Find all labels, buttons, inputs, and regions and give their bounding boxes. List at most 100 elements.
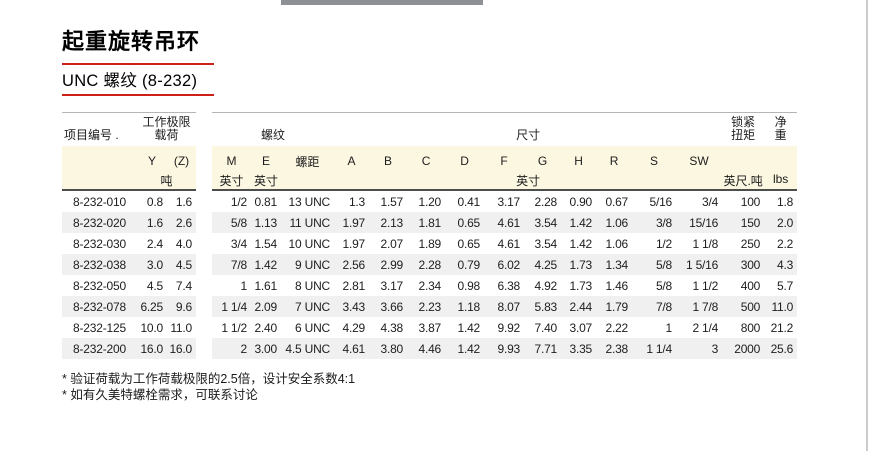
data-cell: 3/4 <box>230 236 248 251</box>
header-locking-torque: 锁紧 扭矩 <box>722 112 765 146</box>
header-net-weight: 净重 <box>764 112 798 146</box>
data-cell: 1.6 <box>137 212 167 233</box>
data-cell: 11.0 <box>170 320 193 335</box>
col-header-E: E <box>251 146 282 172</box>
data-cell: 4.29 <box>342 320 366 335</box>
col-header-G: G <box>524 146 562 172</box>
data-cell: 7.71 <box>524 338 562 359</box>
col-header-B: B <box>369 146 408 172</box>
data-cell: 1/2 <box>230 194 248 209</box>
item-code-cell: 8-232-038 <box>62 254 137 275</box>
data-cell: 5/8 <box>655 278 673 293</box>
data-cell: 1.6 <box>175 194 193 209</box>
data-cell: 2.81 <box>342 278 366 293</box>
col-header-Z: (Z) <box>167 146 197 172</box>
data-cell: 7/8 <box>212 254 252 275</box>
data-cell: 2.99 <box>369 254 408 275</box>
data-cell: 6.02 <box>484 254 525 275</box>
column-spacer <box>196 112 213 191</box>
letter-cell-empty <box>62 146 137 172</box>
unit-cell-empty <box>281 172 335 191</box>
data-cell: 1.73 <box>569 278 593 293</box>
data-cell: 1 <box>665 320 673 335</box>
data-cell: 11 UNC <box>281 212 335 233</box>
unit-torque: 英尺.吨 <box>722 172 765 191</box>
data-cell: 2.34 <box>418 278 442 293</box>
item-code-cell: 8-232-010 <box>73 194 126 209</box>
data-cell: 1.34 <box>596 254 633 275</box>
subtitle-box: UNC 螺纹 (8-232) <box>62 63 214 96</box>
item-code-cell: 8-232-125 <box>73 320 126 335</box>
top-gray-bar <box>281 0 483 5</box>
data-cell: 3.54 <box>534 236 558 251</box>
data-cell: 2.44 <box>561 296 597 317</box>
data-cell: 1.42 <box>457 320 481 335</box>
data-cell: 1.42 <box>251 254 282 275</box>
table-row: 8-232-020 1.6 2.6 5/8 1.13 11 UNC 1.97 2.13 1.81… <box>62 212 798 233</box>
data-cell: 0.65 <box>445 212 485 233</box>
unit-weight-lbs: lbs <box>764 172 798 191</box>
data-cell: 1.97 <box>334 212 370 233</box>
data-cell: 3.00 <box>251 338 282 359</box>
table-row: 8-232-030 2.4 4.0 3/4 1.54 10 UNC 1.97 2.07 1.89… <box>62 233 797 254</box>
data-cell: 9.6 <box>167 296 197 317</box>
col-header-H: H <box>561 146 597 172</box>
col-header-Y: Y <box>137 146 167 172</box>
data-cell: 3.43 <box>334 296 370 317</box>
data-cell: 1 1/4 <box>632 338 677 359</box>
table-row: 8-232-200 16.0 16.0 2 3.00 4.5 UNC 4.61 3.80 4.4… <box>62 338 798 359</box>
col-header-R: R <box>596 146 633 172</box>
data-cell: 4.5 <box>146 278 163 293</box>
data-cell: 300 <box>722 254 765 275</box>
page-subtitle: UNC 螺纹 (8-232) <box>62 72 198 90</box>
data-cell: 16.0 <box>167 338 197 359</box>
data-cell: 21.2 <box>770 320 794 335</box>
data-cell: 800 <box>740 320 761 335</box>
data-cell: 2 <box>212 338 252 359</box>
data-cell: 400 <box>740 278 761 293</box>
item-code-cell: 8-232-050 <box>73 278 126 293</box>
data-cell: 4.61 <box>497 236 521 251</box>
data-cell: 2.40 <box>254 320 278 335</box>
data-cell: 4.38 <box>380 320 404 335</box>
data-cell: 16.0 <box>137 338 167 359</box>
letter-cell-empty <box>722 146 765 172</box>
data-cell: 2.4 <box>146 236 163 251</box>
column-spacer <box>196 233 213 254</box>
header-dimensions: 尺寸 <box>334 112 723 146</box>
page-edge-divider <box>866 0 868 451</box>
data-cell: 9 UNC <box>281 254 335 275</box>
data-cell: 1.18 <box>445 296 485 317</box>
data-cell: 3.17 <box>497 194 521 209</box>
column-spacer <box>196 254 213 275</box>
header-thread: 螺纹 <box>212 112 335 146</box>
data-cell: 0.65 <box>457 236 481 251</box>
col-header-S: S <box>632 146 677 172</box>
data-cell: 1.89 <box>418 236 442 251</box>
item-code-cell: 8-232-200 <box>62 338 137 359</box>
data-cell: 2 1/4 <box>692 320 719 335</box>
data-cell: 100 <box>740 194 761 209</box>
data-cell: 11.0 <box>764 296 798 317</box>
data-cell: 3.07 <box>569 320 593 335</box>
data-cell: 2000 <box>722 338 765 359</box>
data-cell: 3.35 <box>561 338 597 359</box>
data-cell: 7 UNC <box>281 296 335 317</box>
data-cell: 4.0 <box>175 236 193 251</box>
data-cell: 3.87 <box>418 320 442 335</box>
data-cell: 4.3 <box>764 254 798 275</box>
column-spacer <box>196 317 213 338</box>
data-cell: 3.17 <box>380 278 404 293</box>
page-title: 起重旋转吊环 <box>62 29 201 54</box>
column-spacer <box>196 191 213 212</box>
data-cell: 5/8 <box>212 212 252 233</box>
title-block: 起重旋转吊环 UNC 螺纹 (8-232) <box>62 24 214 96</box>
data-cell: 9.93 <box>484 338 525 359</box>
table-row: 8-232-078 6.25 9.6 1 1/4 2.09 7 UNC 3.43 3.66 2.… <box>62 296 798 317</box>
item-code-cell: 8-232-020 <box>62 212 137 233</box>
data-cell: 2.13 <box>369 212 408 233</box>
data-cell: 6.38 <box>497 278 521 293</box>
unit-m-inch: 英寸 <box>212 172 252 191</box>
letter-cell-empty <box>764 146 798 172</box>
data-cell: 1.20 <box>418 194 442 209</box>
